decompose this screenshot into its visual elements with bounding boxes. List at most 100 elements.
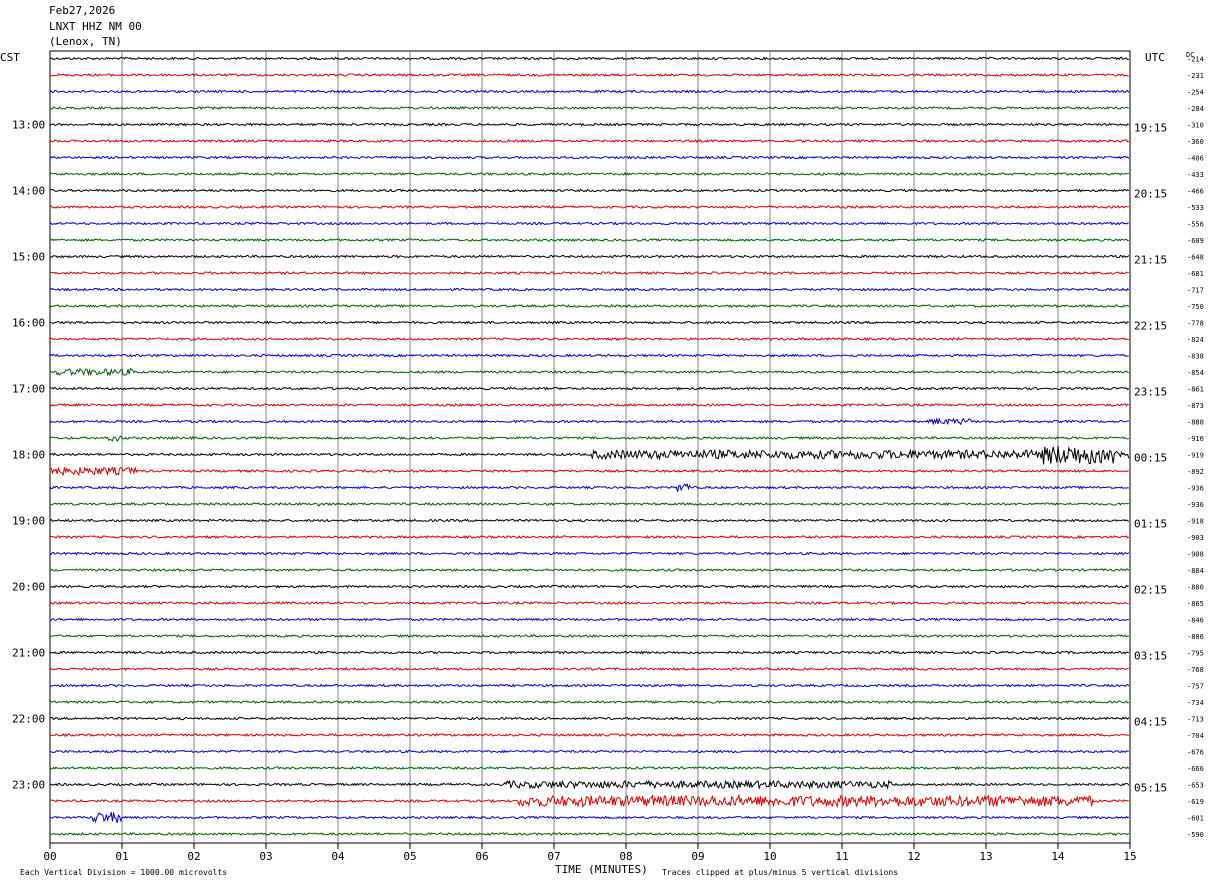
trace-line [49, 106, 1129, 110]
trace-line [49, 435, 1129, 443]
trace-line [49, 779, 1130, 790]
dc-offset-label: -884 [1187, 567, 1204, 575]
right-hour-label: 23:15 [1134, 386, 1167, 399]
x-tick-label: 07 [547, 850, 560, 863]
dc-offset-label: -936 [1187, 485, 1204, 493]
trace-line [49, 584, 1129, 589]
trace-line [49, 171, 1130, 177]
dc-offset-label: -892 [1187, 468, 1204, 476]
dc-offset-label: -310 [1187, 122, 1204, 130]
trace-line [49, 749, 1129, 754]
trace-line [49, 793, 1129, 809]
trace-line [49, 122, 1130, 127]
left-hour-label: 16:00 [12, 317, 45, 330]
right-hour-label: 22:15 [1134, 320, 1167, 333]
dc-offset-label: -648 [1187, 254, 1204, 262]
dc-offset-label: -533 [1187, 204, 1204, 212]
dc-offset-label: -601 [1187, 815, 1204, 823]
dc-offset-label: -466 [1187, 188, 1204, 196]
trace-line [49, 303, 1130, 309]
dc-offset-label: -676 [1187, 749, 1204, 757]
dc-offset-label: -254 [1187, 89, 1204, 97]
dc-offset-label: -873 [1187, 402, 1204, 410]
right-axis-label: UTC [1145, 51, 1165, 64]
x-tick-label: 12 [907, 850, 920, 863]
trace-line [49, 551, 1130, 556]
dc-offset-label: -919 [1187, 452, 1204, 460]
dc-offset-label: -778 [1187, 320, 1204, 328]
trace-line [49, 733, 1130, 738]
trace-line [49, 367, 1129, 377]
right-hour-label: 05:15 [1134, 782, 1167, 795]
trace-line [49, 765, 1130, 771]
trace-line [49, 353, 1129, 358]
x-tick-label: 05 [403, 850, 416, 863]
trace-line [49, 518, 1130, 523]
dc-offset-label: -750 [1187, 303, 1204, 311]
trace-line [49, 812, 1130, 824]
trace-line [49, 337, 1129, 342]
dc-offset-label: -865 [1187, 600, 1204, 608]
dc-offset-label: -916 [1187, 435, 1204, 443]
trace-line [49, 56, 1129, 61]
dc-offset-label: -406 [1187, 155, 1204, 163]
x-tick-label: 02 [187, 850, 200, 863]
trace-line [49, 320, 1130, 325]
trace-line [49, 650, 1129, 655]
left-hour-label: 13:00 [12, 119, 45, 132]
dc-offset-label: -824 [1187, 336, 1204, 344]
dc-offset-label: -846 [1187, 617, 1204, 625]
x-axis-label: TIME (MINUTES) [555, 863, 648, 876]
trace-line [49, 700, 1129, 704]
dc-offset-label: -590 [1187, 831, 1204, 839]
dc-offset-label: -908 [1187, 551, 1204, 559]
dc-offset-label: -854 [1187, 369, 1204, 377]
trace-line [49, 205, 1129, 209]
station-date: Feb27,2026 [49, 4, 116, 17]
x-tick-label: 11 [835, 850, 848, 863]
dc-offset-label: -861 [1187, 386, 1204, 394]
x-tick-label: 09 [691, 850, 704, 863]
dc-offset-label: -838 [1187, 353, 1204, 361]
x-tick-label: 08 [619, 850, 632, 863]
dc-offset-label: -284 [1187, 105, 1204, 113]
right-hour-label: 04:15 [1134, 716, 1167, 729]
trace-line [49, 270, 1129, 276]
dc-offset-label: -717 [1187, 287, 1204, 295]
trace-line [49, 254, 1130, 259]
trace-line [49, 667, 1129, 672]
dc-offset-label: -681 [1187, 270, 1204, 278]
x-tick-label: 04 [331, 850, 345, 863]
trace-line [49, 634, 1129, 638]
dc-offset-label: -653 [1187, 782, 1204, 790]
right-hour-label: 19:15 [1134, 122, 1167, 135]
trace-line [49, 716, 1130, 721]
trace-line [49, 683, 1130, 688]
trace-line [49, 138, 1130, 144]
station-code: LNXT HHZ NM 00 [49, 20, 142, 33]
trace-line [49, 221, 1129, 226]
left-hour-label: 14:00 [12, 185, 45, 198]
trace-line [49, 89, 1130, 94]
left-hour-label: 23:00 [12, 779, 45, 792]
dc-offset-label: -880 [1187, 584, 1204, 592]
dc-offset-label: -757 [1187, 683, 1204, 691]
left-hour-label: 18:00 [12, 449, 45, 462]
x-tick-label: 15 [1123, 850, 1136, 863]
dc-offset-label: -903 [1187, 534, 1204, 542]
right-hour-label: 01:15 [1134, 518, 1167, 531]
trace-line [49, 832, 1130, 836]
trace-line [49, 155, 1130, 160]
dc-offset-label: -918 [1187, 518, 1204, 526]
trace-line [49, 567, 1130, 572]
x-tick-label: 01 [115, 850, 128, 863]
trace-line [49, 237, 1130, 243]
dc-offset-label: -433 [1187, 171, 1204, 179]
dc-offset-label: -704 [1187, 732, 1204, 740]
trace-line [49, 72, 1129, 78]
trace-line [49, 482, 1129, 492]
dc-offset-label: -806 [1187, 633, 1204, 641]
station-location: (Lenox, TN) [49, 35, 122, 48]
right-hour-label: 03:15 [1134, 650, 1167, 663]
